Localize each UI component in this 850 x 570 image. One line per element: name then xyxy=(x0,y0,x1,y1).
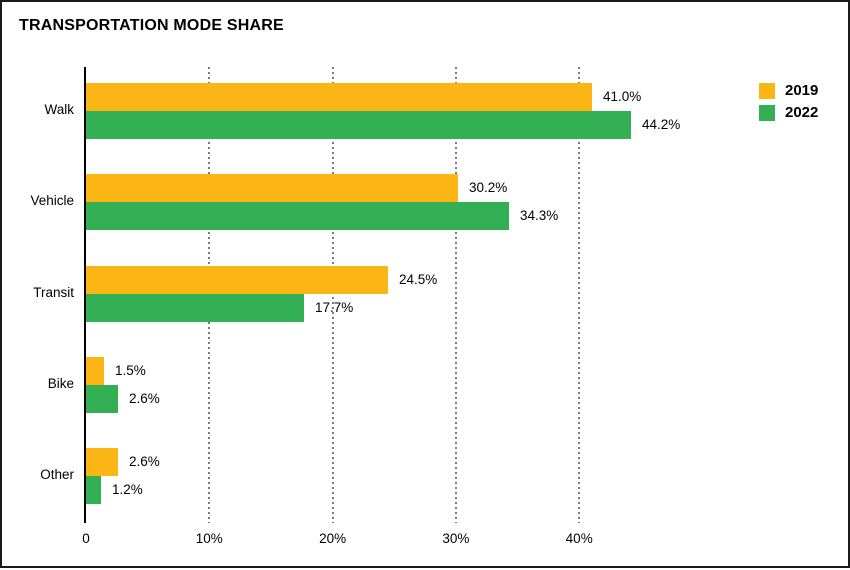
category-label-transit: Transit xyxy=(33,285,74,300)
bar-other-2019 xyxy=(86,448,118,476)
chart-title: TRANSPORTATION MODE SHARE xyxy=(19,17,284,34)
gridline-20% xyxy=(331,67,334,523)
x-tick-label: 40% xyxy=(565,531,593,546)
category-label-walk: Walk xyxy=(44,102,75,117)
gridline-30% xyxy=(454,67,457,523)
bar-value-label-walk-2022: 44.2% xyxy=(642,117,681,132)
category-label-vehicle: Vehicle xyxy=(30,193,74,208)
bar-vehicle-2022 xyxy=(86,202,509,230)
bar-other-2022 xyxy=(86,476,101,504)
category-label-other: Other xyxy=(40,467,74,482)
bar-value-label-vehicle-2022: 34.3% xyxy=(520,208,559,223)
legend-label-2019: 2019 xyxy=(785,82,819,99)
x-tick-label: 10% xyxy=(195,531,223,546)
bar-value-label-bike-2019: 1.5% xyxy=(115,363,146,378)
legend-item-2019: 2019 xyxy=(759,83,818,99)
bar-value-label-transit-2022: 17.7% xyxy=(315,300,354,315)
bar-transit-2019 xyxy=(86,266,388,294)
bar-value-label-walk-2019: 41.0% xyxy=(603,89,642,104)
bar-value-label-vehicle-2019: 30.2% xyxy=(469,180,508,195)
bar-value-label-transit-2019: 24.5% xyxy=(399,272,438,287)
bar-bike-2022 xyxy=(86,385,118,413)
x-tick-label: 0 xyxy=(82,531,90,546)
bar-vehicle-2019 xyxy=(86,174,458,202)
x-tick-label: 20% xyxy=(319,531,347,546)
y-axis-line xyxy=(84,67,86,523)
bar-bike-2019 xyxy=(86,357,104,385)
bar-value-label-bike-2022: 2.6% xyxy=(129,391,160,406)
legend-label-2022: 2022 xyxy=(785,104,819,121)
bar-walk-2019 xyxy=(86,83,592,111)
x-tick-label: 30% xyxy=(442,531,470,546)
category-label-bike: Bike xyxy=(47,376,74,391)
bar-transit-2022 xyxy=(86,294,304,322)
bar-value-label-other-2022: 1.2% xyxy=(112,482,143,497)
bar-walk-2022 xyxy=(86,111,631,139)
bar-value-label-other-2019: 2.6% xyxy=(129,454,160,469)
gridline-40% xyxy=(578,67,581,523)
legend-swatch-2022 xyxy=(759,105,775,121)
legend-swatch-2019 xyxy=(759,83,775,99)
legend: 2019 2022 xyxy=(759,83,818,127)
legend-item-2022: 2022 xyxy=(759,105,818,121)
